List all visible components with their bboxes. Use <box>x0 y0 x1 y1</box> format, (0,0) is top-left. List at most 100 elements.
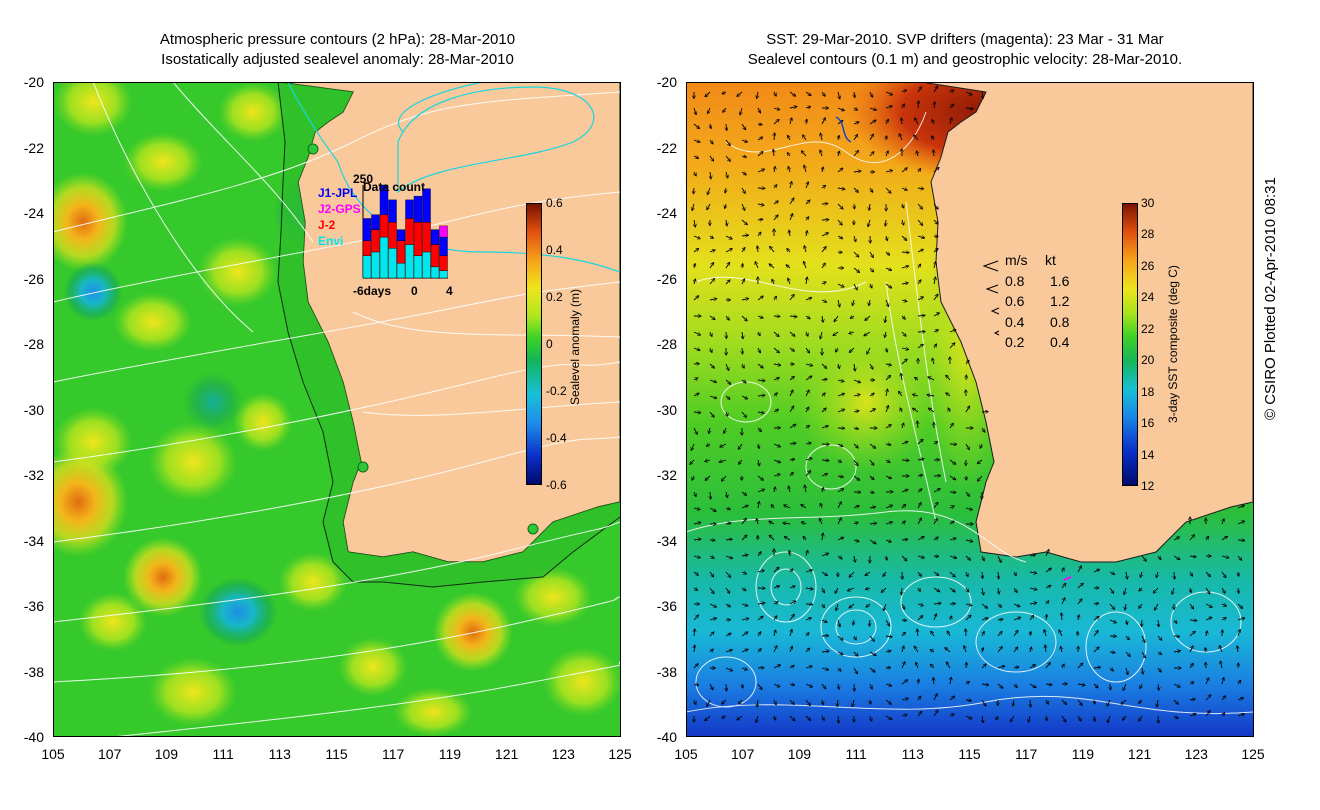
sst-map[interactable] <box>686 82 1253 737</box>
velocity-vector <box>997 631 1002 637</box>
y-tick-label: -24 <box>23 205 44 221</box>
velocity-vector <box>853 506 859 508</box>
velocity-vector <box>709 556 714 558</box>
velocity-vector <box>901 555 907 561</box>
velocity-vector <box>918 679 919 685</box>
velocity-vector <box>821 683 826 689</box>
velocity-vector <box>709 603 716 607</box>
velocity-vector <box>949 556 957 558</box>
inset-bar-segment <box>396 240 406 264</box>
eddy-contour <box>900 576 972 628</box>
velocity-vector <box>789 586 795 588</box>
velocity-vector <box>725 539 732 540</box>
pressure-contour-line <box>53 91 620 233</box>
velocity-vector <box>1029 683 1036 688</box>
velocity-vector <box>805 683 812 687</box>
velocity-vector <box>694 279 695 285</box>
velocity-vector <box>788 167 790 173</box>
velocity-vector <box>1030 699 1031 707</box>
velocity-vector <box>758 443 759 448</box>
tide-gauge-marker[interactable] <box>307 143 319 155</box>
x-tick-label: 111 <box>845 746 867 762</box>
velocity-vector <box>806 217 809 220</box>
inset-bar-segment <box>422 221 431 253</box>
velocity-vector <box>726 219 727 226</box>
velocity-vector <box>917 203 922 209</box>
velocity-vector <box>710 123 711 128</box>
velocity-vector <box>869 203 870 210</box>
velocity-vector <box>773 201 778 205</box>
velocity-vector <box>901 698 908 700</box>
velocity-vector <box>965 508 972 510</box>
velocity-vector <box>822 488 823 493</box>
velocity-vector <box>741 618 749 620</box>
velocity-vector <box>1205 648 1206 653</box>
velocity-vector <box>805 298 812 300</box>
velocity-vector <box>869 393 874 396</box>
velocity-vector <box>933 502 938 509</box>
velocity-vector <box>853 443 858 448</box>
velocity-vector <box>885 425 891 429</box>
velocity-vector <box>806 277 807 285</box>
y-tick-label: -32 <box>656 467 677 483</box>
velocity-vector <box>837 168 843 173</box>
velocity-vector <box>1189 699 1195 700</box>
velocity-vector <box>1013 699 1014 706</box>
shelf-band <box>278 82 620 587</box>
sealevel-anomaly-map[interactable]: 250 Data count -6days 0 4 <box>53 82 620 737</box>
sla-mid-blob <box>53 82 133 137</box>
velocity-vector <box>774 616 777 621</box>
velocity-vector <box>950 616 952 621</box>
velocity-legend-row: 0.2 0.4 <box>985 332 1069 353</box>
velocity-vector <box>853 619 854 625</box>
velocity-vector <box>725 262 730 269</box>
velocity-vector <box>949 696 955 701</box>
velocity-vector <box>901 504 906 509</box>
velocity-vector <box>949 506 954 508</box>
sla-mid-blob <box>218 82 288 142</box>
velocity-vector <box>693 508 700 510</box>
velocity-vector <box>719 460 727 462</box>
velocity-vector <box>1093 617 1099 621</box>
velocity-vector <box>742 347 743 354</box>
velocity-vector <box>854 555 855 562</box>
svp-drifter-track <box>1063 576 1072 581</box>
x-tick-label: 107 <box>731 746 755 762</box>
velocity-vector <box>722 716 727 718</box>
colorbar-tick-label: 16 <box>1141 416 1155 431</box>
velocity-vector <box>1140 683 1142 688</box>
y-tick-label: -40 <box>656 729 677 745</box>
shelf-break-contour <box>277 82 620 588</box>
velocity-vector <box>885 406 888 413</box>
velocity-vector <box>1237 698 1243 700</box>
tide-gauge-marker[interactable] <box>527 523 539 535</box>
tide-gauge-marker[interactable] <box>357 461 369 473</box>
velocity-vector <box>774 296 776 301</box>
velocity-vector <box>885 91 892 95</box>
velocity-vector <box>803 536 806 541</box>
velocity-vector <box>741 555 748 556</box>
velocity-vector <box>946 393 951 397</box>
velocity-vector <box>1173 537 1179 541</box>
velocity-vector <box>1157 652 1162 655</box>
sealevel-contour-line <box>686 695 1253 715</box>
velocity-vector <box>789 665 794 668</box>
velocity-vector <box>949 343 955 349</box>
velocity-vector <box>917 315 925 316</box>
velocity-vector <box>930 650 935 652</box>
velocity-vector <box>804 261 807 269</box>
x-tick-label: 109 <box>154 746 179 762</box>
velocity-vector <box>757 395 765 396</box>
velocity-legend-kt-header: kt <box>1045 252 1056 268</box>
velocity-vector <box>741 203 745 210</box>
velocity-vector <box>917 280 921 285</box>
velocity-vector <box>838 91 840 99</box>
velocity-vector <box>1061 583 1066 589</box>
velocity-vector <box>854 635 856 640</box>
velocity-vector <box>741 572 746 574</box>
velocity-vector <box>917 489 922 493</box>
velocity-vector <box>837 699 838 706</box>
velocity-vector <box>837 460 841 462</box>
y-tick-label: -26 <box>23 270 44 287</box>
velocity-vector <box>774 715 776 720</box>
